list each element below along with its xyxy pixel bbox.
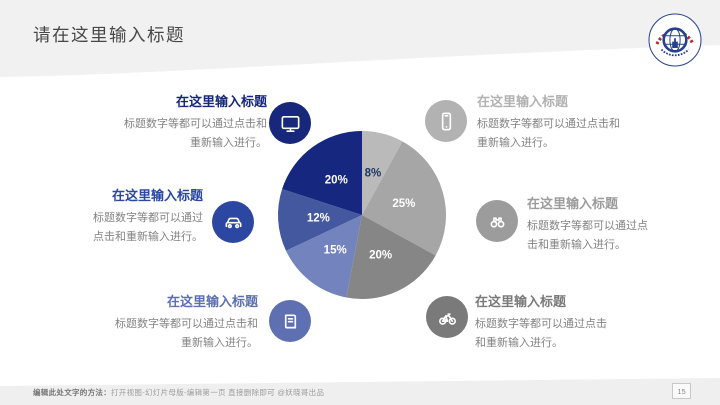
globe-icon	[662, 27, 688, 53]
feature-block-top-right: 在这里输入标题 标题数字等都可以通过点击和重新输入进行。	[477, 94, 627, 153]
pie-slice	[362, 131, 403, 215]
feature-block-middle-left: 在这里输入标题 标题数字等都可以通过点击和重新输入进行。	[91, 188, 203, 247]
logo-bottom-arc-text	[660, 48, 690, 57]
pie-slice	[282, 131, 362, 215]
car-icon	[212, 201, 254, 243]
pie-slice	[346, 215, 436, 299]
feature-title: 在这里输入标题	[175, 94, 267, 109]
monitor-icon	[269, 102, 311, 144]
feature-block-bottom-right: 在这里输入标题 标题数字等都可以通过点击和重新输入进行。	[475, 294, 611, 353]
slide-title: 请在这里输入标题	[33, 25, 185, 45]
feature-body: 标题数字等都可以通过点击和重新输入进行。	[115, 318, 258, 349]
pie-slice-label: 8%	[365, 168, 382, 180]
pie-chart: 8% 25% 20% 15% 12% 20%	[277, 131, 447, 299]
pie-slice	[285, 215, 362, 298]
footer-note-lead: 编辑此处文字的方法：	[33, 388, 111, 397]
footer-note-rest: 打开视图-幻灯片母版-编辑第一页 直接删除即可 @妖晓哥出品	[111, 388, 325, 397]
feature-title: 在这里输入标题	[527, 196, 619, 211]
pie-slice-label: 15%	[324, 245, 347, 257]
book-icon	[269, 300, 311, 342]
university-logo	[648, 13, 702, 67]
page-number: 15	[672, 383, 691, 399]
pie-slice-label: 20%	[325, 175, 348, 187]
feature-body: 标题数字等都可以通过点击和重新输入进行。	[527, 220, 648, 251]
feature-block-top-left: 在这里输入标题 标题数字等都可以通过点击和重新输入进行。	[117, 94, 267, 153]
pie-slice-label: 12%	[307, 213, 330, 225]
bicycle-icon	[426, 296, 468, 338]
feature-body: 标题数字等都可以通过点击和重新输入进行。	[93, 212, 203, 243]
header-wave-shape	[0, 0, 720, 77]
feature-block-middle-right: 在这里输入标题 标题数字等都可以通过点击和重新输入进行。	[527, 196, 653, 255]
pie-slice	[362, 141, 447, 256]
pie-slice-label: 20%	[369, 250, 392, 262]
logo-top-arc-text	[655, 30, 695, 45]
feature-body: 标题数字等都可以通过点击和重新输入进行。	[477, 118, 620, 149]
pie-slice-label: 25%	[392, 198, 415, 210]
feature-block-bottom-left: 在这里输入标题 标题数字等都可以通过点击和重新输入进行。	[108, 294, 258, 353]
feature-body: 标题数字等都可以通过点击和重新输入进行。	[124, 118, 267, 149]
feature-title: 在这里输入标题	[166, 294, 258, 309]
smartphone-icon	[425, 100, 467, 142]
feature-title: 在这里输入标题	[475, 294, 567, 309]
binoculars-icon	[476, 200, 518, 242]
feature-body: 标题数字等都可以通过点击和重新输入进行。	[475, 318, 607, 349]
footer-note: 编辑此处文字的方法：打开视图-幻灯片母版-编辑第一页 直接删除即可 @妖晓哥出品	[33, 387, 324, 398]
feature-title: 在这里输入标题	[477, 94, 569, 109]
feature-title: 在这里输入标题	[111, 188, 203, 203]
pie-slice	[277, 189, 362, 251]
